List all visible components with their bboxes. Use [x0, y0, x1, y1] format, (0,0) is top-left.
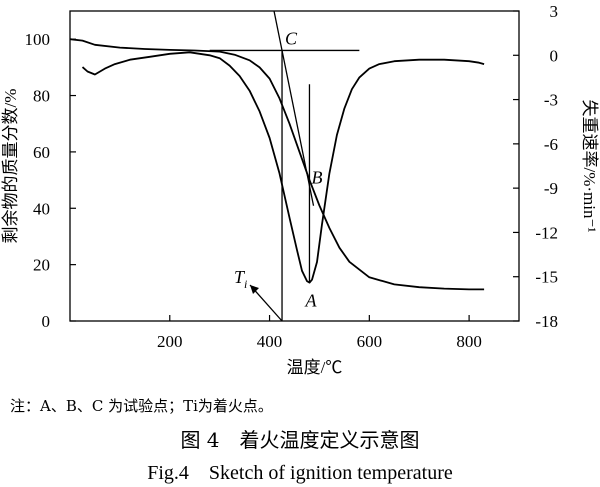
y-left-axis-label: 剩余物的质量分数/% — [1, 89, 20, 244]
y-left-tick-label: 0 — [42, 312, 51, 331]
x-tick-label: 400 — [257, 332, 283, 351]
x-tick-label: 600 — [357, 332, 383, 351]
y-right-tick-label: -18 — [535, 312, 558, 331]
label-C: C — [285, 28, 298, 48]
y-right-tick-label: 3 — [550, 2, 559, 21]
y-right-tick-label: -12 — [535, 223, 558, 242]
caption-english: Fig.4 Sketch of ignition temperature — [147, 462, 453, 484]
construction-lines — [209, 10, 360, 322]
y-right-axis-label: 失重速率/%·min⁻¹ — [580, 99, 599, 232]
figure-note: 注：A、B、C 为试验点；Ti为着火点。 — [10, 397, 273, 415]
y-left-tick-label: 20 — [33, 256, 50, 275]
plot-frame — [69, 10, 520, 322]
tg-curve — [69, 38, 485, 291]
y-right-tick-label: -3 — [544, 91, 558, 110]
y-right-tick-label: -6 — [544, 135, 558, 154]
chart-labels: 温度/℃ 剩余物的质量分数/% 失重速率/%·min⁻¹ C B A Ti — [1, 28, 599, 377]
y-left-tick-label: 60 — [33, 143, 50, 162]
x-tick-label: 800 — [456, 332, 482, 351]
caption-chinese: 图 4 着火温度定义示意图 — [180, 428, 420, 452]
y-right-tick-label: -9 — [544, 179, 558, 198]
dtg-curve — [81, 51, 485, 284]
ignition-tangent — [273, 10, 315, 206]
x-axis-label: 温度/℃ — [287, 358, 343, 377]
label-B: B — [311, 168, 322, 188]
chart-curves — [69, 38, 485, 291]
x-tick-label: 200 — [157, 332, 183, 351]
y-left-tick-label: 80 — [33, 87, 50, 106]
ti-arrow-head — [250, 285, 259, 294]
label-Ti: Ti — [234, 267, 247, 291]
y-right-tick-label: 0 — [550, 46, 559, 65]
y-left-tick-label: 100 — [25, 30, 51, 49]
label-Ti-subscript: i — [244, 277, 247, 291]
label-A: A — [304, 291, 317, 311]
chart-ticks: 200 400 600 800 0 20 40 60 80 100 3 0 -3 -6 -9 -12 -15 -1… — [25, 2, 559, 351]
chart-axes — [69, 10, 520, 322]
y-right-tick-label: -15 — [535, 268, 558, 287]
y-left-tick-label: 40 — [33, 199, 50, 218]
